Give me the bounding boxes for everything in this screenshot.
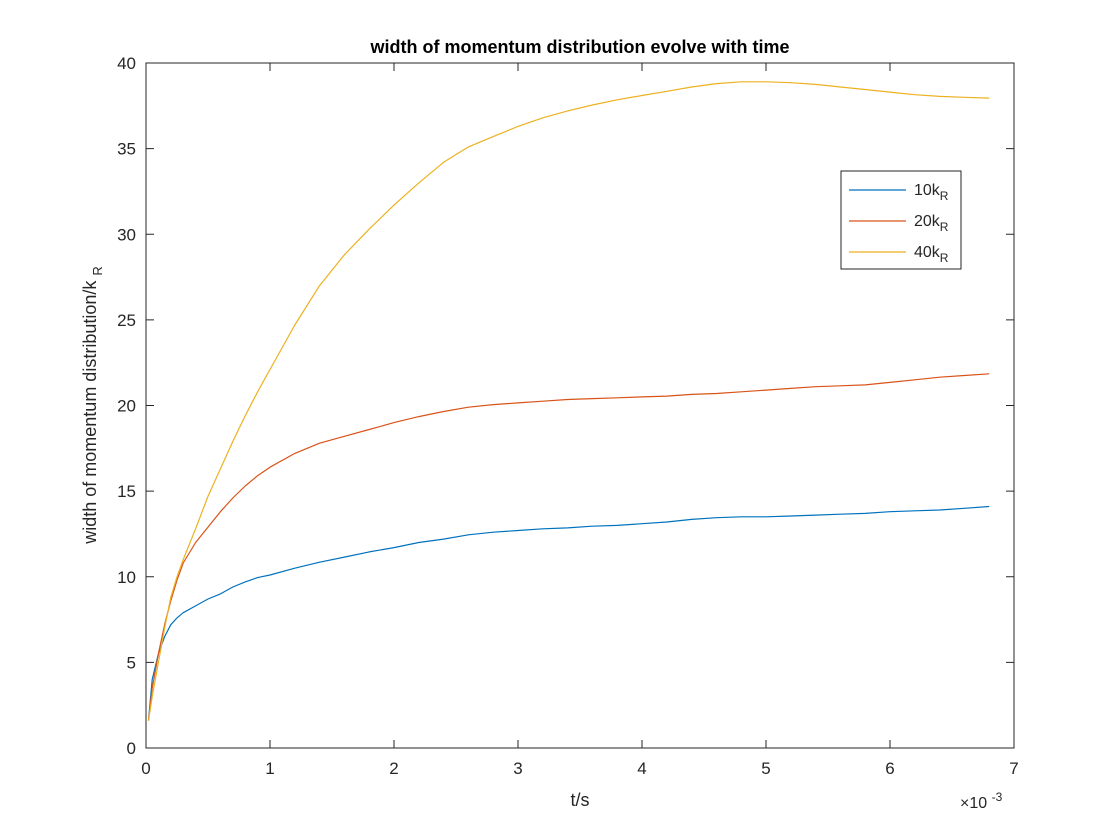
- y-tick-label: 25: [117, 311, 136, 330]
- x-axis-exponent: ×10 -3: [960, 790, 1003, 812]
- y-tick-label: 5: [127, 653, 136, 672]
- y-axis-label-main: width of momentum distribution/k: [80, 280, 100, 545]
- legend-box: [840, 170, 962, 270]
- legend-label-subscript: R: [940, 251, 949, 265]
- axes-box: [145, 62, 1015, 749]
- series-line-20k: [147, 373, 990, 721]
- y-tick-label: 10: [117, 568, 136, 587]
- series-line-10k: [147, 505, 990, 721]
- chart-title: width of momentum distribution evolve wi…: [369, 37, 789, 57]
- y-tick-label: 40: [117, 54, 136, 73]
- x-tick-label: 0: [141, 759, 150, 778]
- plot-area: [146, 63, 1014, 748]
- y-tick-label: 0: [127, 739, 136, 758]
- x-tick-label: 3: [513, 759, 522, 778]
- x-tick-label: 4: [637, 759, 646, 778]
- x-axis-ticks: 0 1 2 3 4 5 6 7: [141, 63, 1019, 778]
- x-tick-label: 1: [265, 759, 274, 778]
- legend-label-subscript: R: [940, 189, 949, 203]
- x-exponent-power: -3: [992, 790, 1003, 804]
- x-exponent-base: ×10: [960, 795, 987, 812]
- x-tick-label: 5: [761, 759, 770, 778]
- y-tick-label: 15: [117, 482, 136, 501]
- legend-label: 40kR: [914, 244, 949, 265]
- x-tick-label: 7: [1009, 759, 1018, 778]
- y-tick-label: 30: [117, 225, 136, 244]
- legend-label: 10kR: [914, 182, 949, 203]
- y-tick-label: 20: [117, 397, 136, 416]
- legend-label-main: 20k: [914, 213, 941, 230]
- series-layer: [147, 81, 990, 721]
- series-line-40k: [147, 81, 990, 721]
- y-axis-label: width of momentum distribution/k R: [80, 266, 105, 545]
- legend-label-main: 10k: [914, 182, 941, 199]
- legend-label-subscript: R: [940, 220, 949, 234]
- x-tick-label: 6: [885, 759, 894, 778]
- legend-label-main: 40k: [914, 244, 941, 261]
- x-tick-label: 2: [389, 759, 398, 778]
- legend-label: 20kR: [914, 213, 949, 234]
- y-axis-label-subscript: R: [90, 266, 105, 275]
- x-axis-label: t/s: [570, 790, 589, 810]
- y-tick-label: 35: [117, 140, 136, 159]
